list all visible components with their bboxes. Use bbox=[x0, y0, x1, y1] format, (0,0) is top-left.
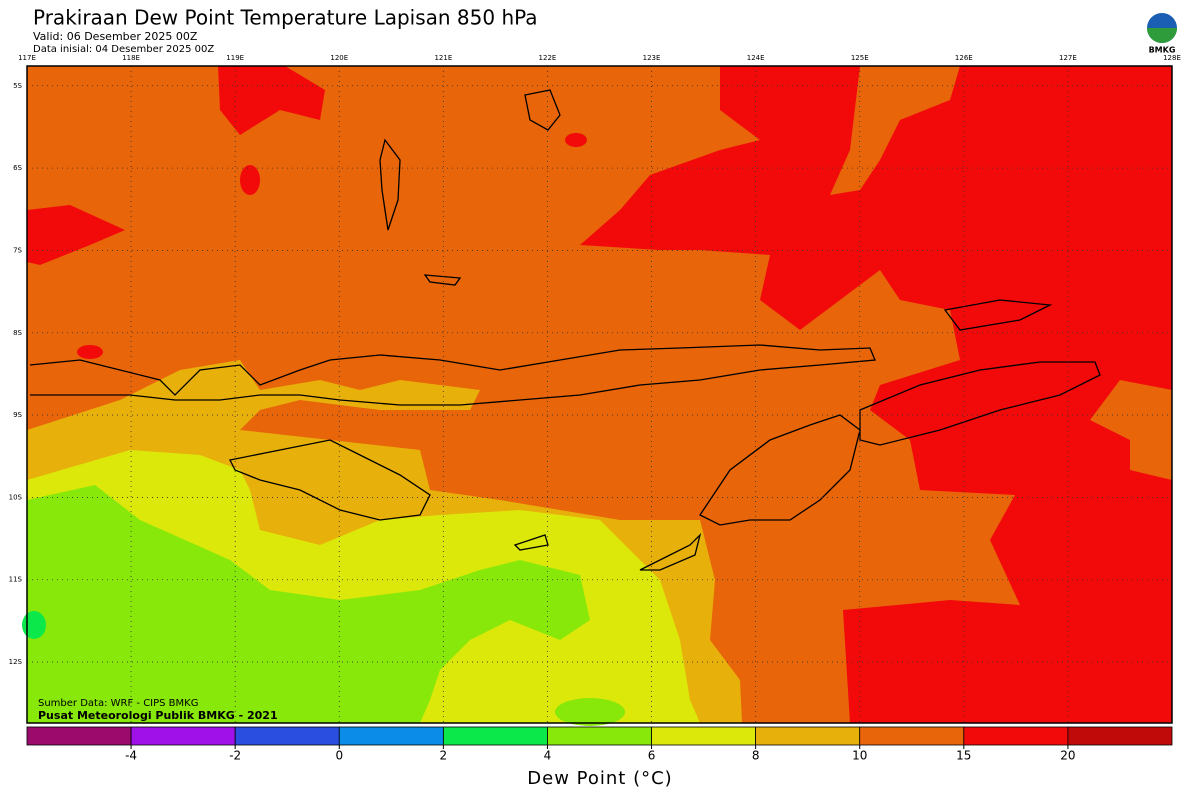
colorbar-box bbox=[234, 726, 340, 746]
y-tick-label: 12S bbox=[9, 658, 23, 666]
colorbar-box bbox=[651, 726, 757, 746]
colorbar-box bbox=[963, 726, 1069, 746]
contour-fill bbox=[1090, 380, 1172, 480]
colorbar-box bbox=[26, 726, 132, 746]
colorbar-label: 0 bbox=[335, 749, 343, 763]
x-tick-label: 126E bbox=[955, 54, 973, 62]
colorbar-label: 4 bbox=[544, 749, 552, 763]
x-tick-label: 118E bbox=[122, 54, 140, 62]
y-tick-label: 11S bbox=[9, 576, 23, 584]
colorbar-label: 2 bbox=[440, 749, 448, 763]
colorbar-box bbox=[130, 726, 236, 746]
y-tick-label: 10S bbox=[9, 493, 23, 501]
valid-time: Valid: 06 Desember 2025 00Z bbox=[33, 30, 198, 43]
contour-fill bbox=[22, 611, 46, 639]
contour-fill bbox=[240, 165, 260, 195]
logo-text: BMKG bbox=[1149, 46, 1176, 55]
contour-fill bbox=[555, 698, 625, 726]
colorbar-label: 8 bbox=[752, 749, 760, 763]
x-tick-label: 127E bbox=[1059, 54, 1077, 62]
title: Prakiraan Dew Point Temperature Lapisan … bbox=[33, 6, 538, 30]
colorbar-box bbox=[1067, 726, 1173, 746]
colorbar-title: Dew Point (°C) bbox=[527, 768, 672, 789]
x-tick-label: 123E bbox=[643, 54, 661, 62]
y-tick-label: 5S bbox=[13, 82, 22, 90]
contour-fill bbox=[830, 66, 960, 195]
map-plot bbox=[22, 66, 1173, 726]
colorbar-label: 15 bbox=[956, 749, 971, 763]
x-tick-label: 124E bbox=[747, 54, 765, 62]
colorbar-label: 10 bbox=[852, 749, 867, 763]
x-tick-label: 122E bbox=[539, 54, 557, 62]
x-tick-label: 120E bbox=[330, 54, 348, 62]
y-tick-label: 6S bbox=[13, 164, 22, 172]
map-frame bbox=[26, 65, 1173, 724]
colorbar-label: 6 bbox=[648, 749, 656, 763]
credit: Sumber Data: WRF - CIPS BMKG bbox=[38, 698, 198, 709]
colorbar-box bbox=[859, 726, 965, 746]
colorbar-label: 20 bbox=[1060, 749, 1075, 763]
colorbar-label: -2 bbox=[229, 749, 241, 763]
x-tick-label: 121E bbox=[434, 54, 452, 62]
logo: BMKG bbox=[1147, 13, 1177, 55]
colorbar-box bbox=[755, 726, 861, 746]
x-tick-label: 125E bbox=[851, 54, 869, 62]
x-tick-label: 119E bbox=[226, 54, 244, 62]
initial-time: Data inisial: 04 Desember 2025 00Z bbox=[33, 44, 214, 55]
colorbar-box bbox=[338, 726, 444, 746]
y-tick-label: 9S bbox=[13, 411, 22, 419]
x-tick-label: 117E bbox=[18, 54, 36, 62]
contour-fill bbox=[218, 66, 325, 135]
y-tick-label: 7S bbox=[13, 246, 22, 254]
colorbar-box bbox=[442, 726, 548, 746]
contour-fill bbox=[580, 66, 1172, 723]
coastlines bbox=[29, 89, 1101, 571]
y-tick-label: 8S bbox=[13, 329, 22, 337]
contour-fill bbox=[77, 345, 103, 359]
x-tick-label: 128E bbox=[1163, 54, 1181, 62]
credit: Pusat Meteorologi Publik BMKG - 2021 bbox=[38, 709, 278, 722]
contour-fill bbox=[27, 485, 590, 723]
colorbar-box bbox=[547, 726, 652, 746]
contour-fill bbox=[27, 205, 125, 265]
colorbar-label: -4 bbox=[125, 749, 137, 763]
contour-fill bbox=[565, 133, 587, 147]
